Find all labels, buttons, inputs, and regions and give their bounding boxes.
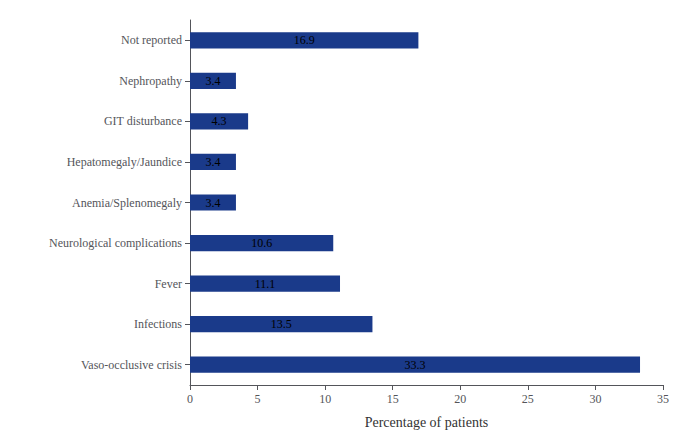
svg-text:4.3: 4.3 [212,114,227,128]
svg-text:11.1: 11.1 [255,277,276,291]
svg-text:10.6: 10.6 [251,236,272,250]
svg-text:Hepatomegaly/Jaundice: Hepatomegaly/Jaundice [67,155,182,169]
svg-text:Infections: Infections [134,317,182,331]
svg-text:33.3: 33.3 [405,358,426,372]
svg-text:Not reported: Not reported [121,33,182,47]
svg-text:3.4: 3.4 [205,155,220,169]
svg-text:Fever: Fever [155,277,182,291]
svg-text:30: 30 [589,392,601,406]
svg-text:35: 35 [657,392,669,406]
svg-text:5: 5 [255,392,261,406]
svg-text:13.5: 13.5 [271,317,292,331]
svg-text:Percentage of patients: Percentage of patients [365,415,489,430]
svg-text:25: 25 [522,392,534,406]
svg-text:GIT disturbance: GIT disturbance [104,114,182,128]
svg-text:10: 10 [319,392,331,406]
svg-text:20: 20 [454,392,466,406]
svg-text:Anemia/Splenomegaly: Anemia/Splenomegaly [72,196,182,210]
svg-text:3.4: 3.4 [205,74,220,88]
svg-text:Neurological complications: Neurological complications [49,236,182,250]
svg-text:3.4: 3.4 [205,196,220,210]
svg-text:15: 15 [387,392,399,406]
svg-text:0: 0 [187,392,193,406]
svg-text:Nephropathy: Nephropathy [119,74,182,88]
svg-text:Vaso-occlusive crisis: Vaso-occlusive crisis [81,358,182,372]
svg-text:16.9: 16.9 [294,33,315,47]
